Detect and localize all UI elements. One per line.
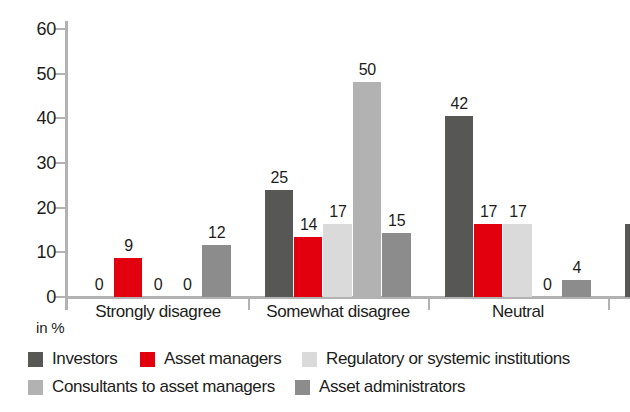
bar-chart: 0102030405060090012Strongly disagree2514…: [0, 0, 630, 412]
y-axis-tick-label: 50: [18, 65, 56, 83]
legend-label: Asset administrators: [319, 377, 465, 397]
y-axis-tick: [55, 207, 65, 209]
legend-swatch-icon: [140, 352, 155, 367]
y-axis-line: [65, 21, 68, 310]
bar: [265, 190, 294, 298]
legend-swatch-icon: [302, 352, 317, 367]
category-label: Neutral: [428, 303, 608, 320]
legend-label: Consultants to asset managers: [52, 377, 275, 397]
legend-item: Consultants to asset managers: [28, 377, 275, 397]
bar: [323, 224, 352, 297]
y-axis-tick-label: 30: [18, 154, 56, 172]
value-label: 9: [104, 238, 153, 254]
legend-swatch-icon: [28, 380, 43, 395]
y-axis-tick: [55, 117, 65, 119]
y-axis-unit-label: in %: [36, 319, 64, 336]
value-label: 15: [372, 213, 421, 229]
legend-item: Investors: [28, 349, 117, 369]
category-label: Somewhat disagree: [248, 303, 428, 320]
category-label: Strongly disagree: [68, 303, 248, 320]
y-axis-tick-label: 20: [18, 199, 56, 217]
legend-item: Regulatory or systemic institutions: [302, 349, 570, 369]
bar: [382, 233, 411, 298]
y-axis-tick-label: 0: [18, 288, 56, 306]
legend-swatch-icon: [28, 352, 43, 367]
legend-swatch-icon: [295, 380, 310, 395]
value-label: 50: [343, 62, 392, 78]
y-axis-tick-label: 40: [18, 109, 56, 127]
y-axis-tick: [55, 296, 65, 298]
x-axis-tick: [608, 297, 610, 310]
bar: [474, 224, 503, 297]
bar: [562, 280, 591, 297]
legend-label: Regulatory or systemic institutions: [326, 349, 570, 369]
y-axis-tick: [55, 251, 65, 253]
bar: [202, 245, 231, 297]
value-label: 25: [255, 170, 304, 186]
legend-label: Asset managers: [164, 349, 281, 369]
legend-item: Asset managers: [140, 349, 281, 369]
bar: [294, 237, 323, 297]
y-axis-tick-label: 10: [18, 243, 56, 261]
legend-item: Asset administrators: [295, 377, 465, 397]
value-label: 4: [552, 260, 601, 276]
y-axis-tick-label: 60: [18, 20, 56, 38]
y-axis-tick: [55, 162, 65, 164]
bar: [353, 82, 382, 297]
legend-label: Investors: [52, 349, 117, 369]
y-axis-tick: [55, 28, 65, 30]
y-axis-tick: [55, 73, 65, 75]
value-label: 17: [493, 204, 542, 220]
clipped-bar: [625, 224, 630, 297]
value-label: 42: [435, 96, 484, 112]
value-label: 12: [192, 225, 241, 241]
